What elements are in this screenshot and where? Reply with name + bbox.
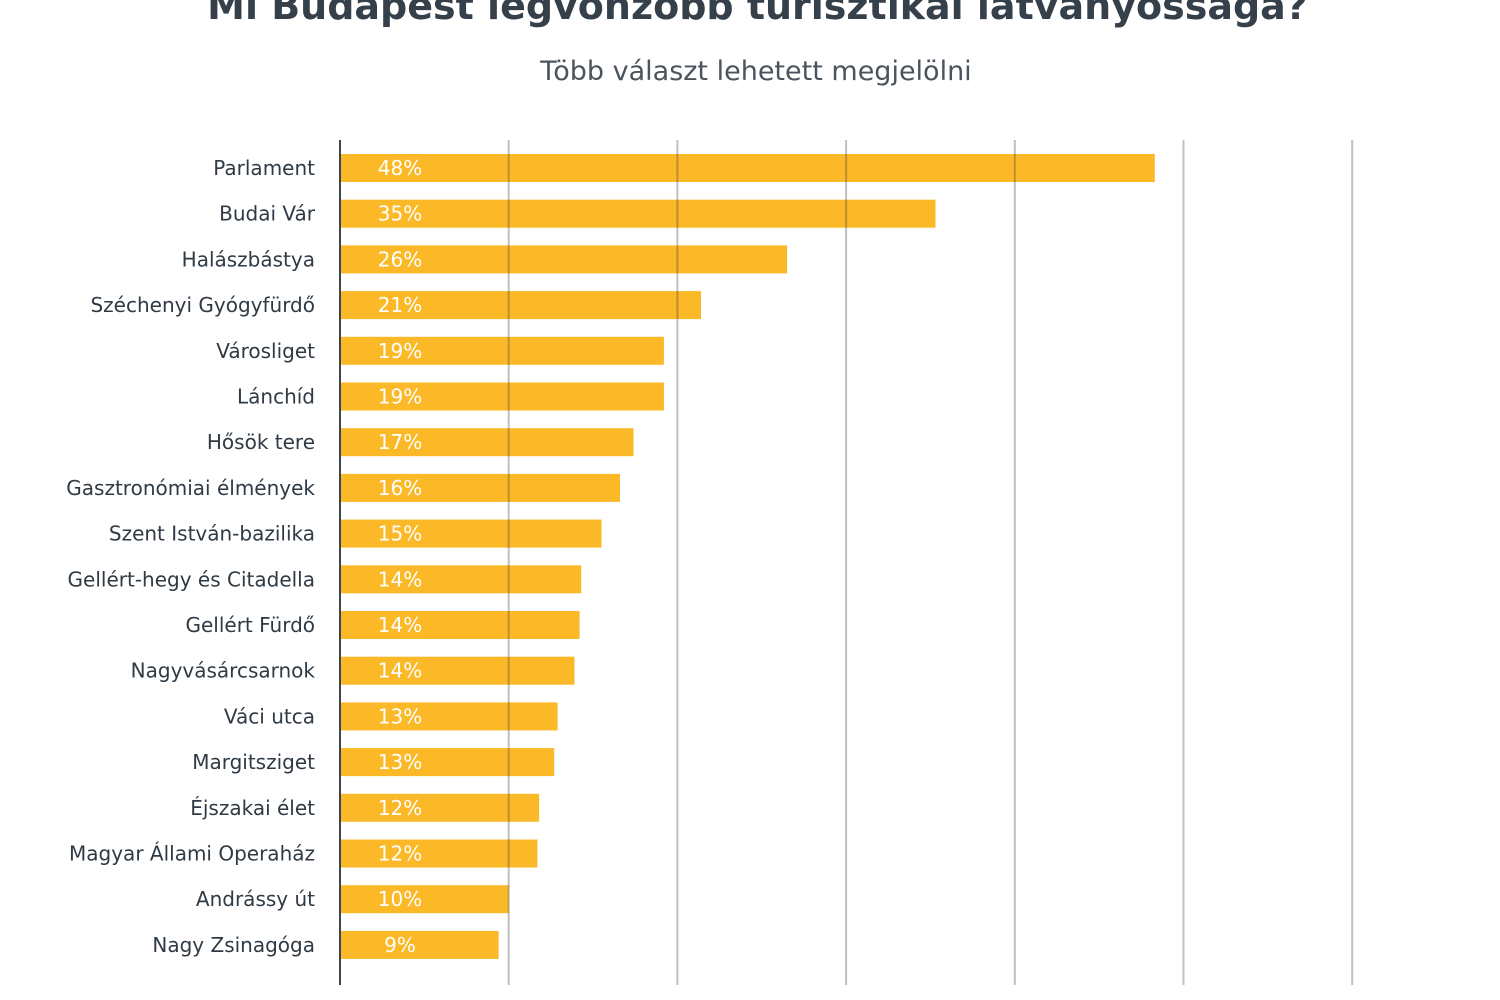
- x-tick-label: 40%: [993, 997, 1037, 1000]
- category-label: Halászbástya: [182, 247, 315, 271]
- bar: [340, 382, 664, 411]
- x-tick-label: 50%: [1161, 997, 1205, 1000]
- x-tick-label: 30%: [824, 997, 868, 1000]
- bar: [340, 793, 540, 822]
- bar: [340, 154, 1155, 182]
- grid-layer: [507, 140, 1354, 985]
- data-label: 21%: [378, 293, 422, 317]
- x-tick-label: 60%: [1330, 997, 1374, 1000]
- bar: [340, 839, 538, 868]
- data-label: 12%: [378, 842, 422, 866]
- bar: [340, 519, 602, 548]
- category-label: Szent István-bazilika: [109, 522, 315, 546]
- bar: [340, 336, 664, 365]
- data-label: 14%: [378, 659, 422, 683]
- data-label: 26%: [378, 247, 422, 271]
- bar: [340, 611, 580, 639]
- data-label: 35%: [378, 202, 422, 226]
- bar: [340, 656, 575, 685]
- bar: [340, 702, 558, 731]
- bar: [340, 428, 634, 457]
- bar: [340, 748, 555, 777]
- data-label: 17%: [378, 430, 422, 454]
- data-label: 14%: [378, 613, 422, 637]
- x-tick-label: 20%: [655, 997, 699, 1000]
- category-label: Andrássy út: [196, 887, 315, 911]
- category-label: Gellért Fürdő: [185, 613, 315, 637]
- category-label: Margitsziget: [192, 750, 315, 774]
- category-label: Magyar Állami Operaház: [69, 842, 315, 866]
- labels-layer: 0% 10% 20% 30% 40% 50% 60% Parlament Budai Vár Ha…: [66, 156, 1374, 1000]
- category-label: Széchenyi Gyógyfürdő: [90, 293, 315, 317]
- data-label: 15%: [378, 522, 422, 546]
- category-label: Budai Vár: [219, 202, 316, 226]
- bar: [340, 565, 582, 594]
- category-label: Hősök tere: [207, 430, 315, 454]
- category-label: Gellért-hegy és Citadella: [68, 567, 315, 591]
- category-label: Éjszakai élet: [190, 796, 315, 820]
- bar: [340, 291, 701, 320]
- bar: [340, 473, 620, 502]
- x-tick-label: 10%: [486, 997, 530, 1000]
- bar: [340, 199, 936, 228]
- category-label: Gasztronómiai élmények: [66, 476, 315, 500]
- bar: [340, 885, 509, 914]
- bar: [340, 245, 788, 274]
- data-label: 10%: [378, 887, 422, 911]
- bar: [340, 930, 499, 959]
- category-label: Lánchíd: [237, 385, 315, 409]
- data-label: 14%: [378, 567, 422, 591]
- data-label: 12%: [378, 796, 422, 820]
- chart-subtitle: Több választ lehetett megjelölni: [540, 56, 972, 87]
- bars-layer: [340, 154, 1155, 959]
- data-label: 9%: [384, 933, 416, 957]
- data-label: 16%: [378, 476, 422, 500]
- category-label: Parlament: [213, 156, 315, 180]
- category-label: Városliget: [216, 339, 315, 363]
- data-label: 19%: [378, 339, 422, 363]
- category-label: Nagyvásárcsarnok: [131, 659, 316, 683]
- data-label: 13%: [378, 750, 422, 774]
- category-label: Váci utca: [224, 704, 315, 728]
- chart-title: Mi Budapest legvonzóbb turisztikai látvá…: [207, 0, 1308, 28]
- data-label: 19%: [378, 385, 422, 409]
- data-label: 48%: [378, 156, 422, 180]
- category-label: Nagy Zsinagóga: [152, 933, 315, 957]
- x-tick-label: 0%: [324, 997, 356, 1000]
- data-label: 13%: [378, 704, 422, 728]
